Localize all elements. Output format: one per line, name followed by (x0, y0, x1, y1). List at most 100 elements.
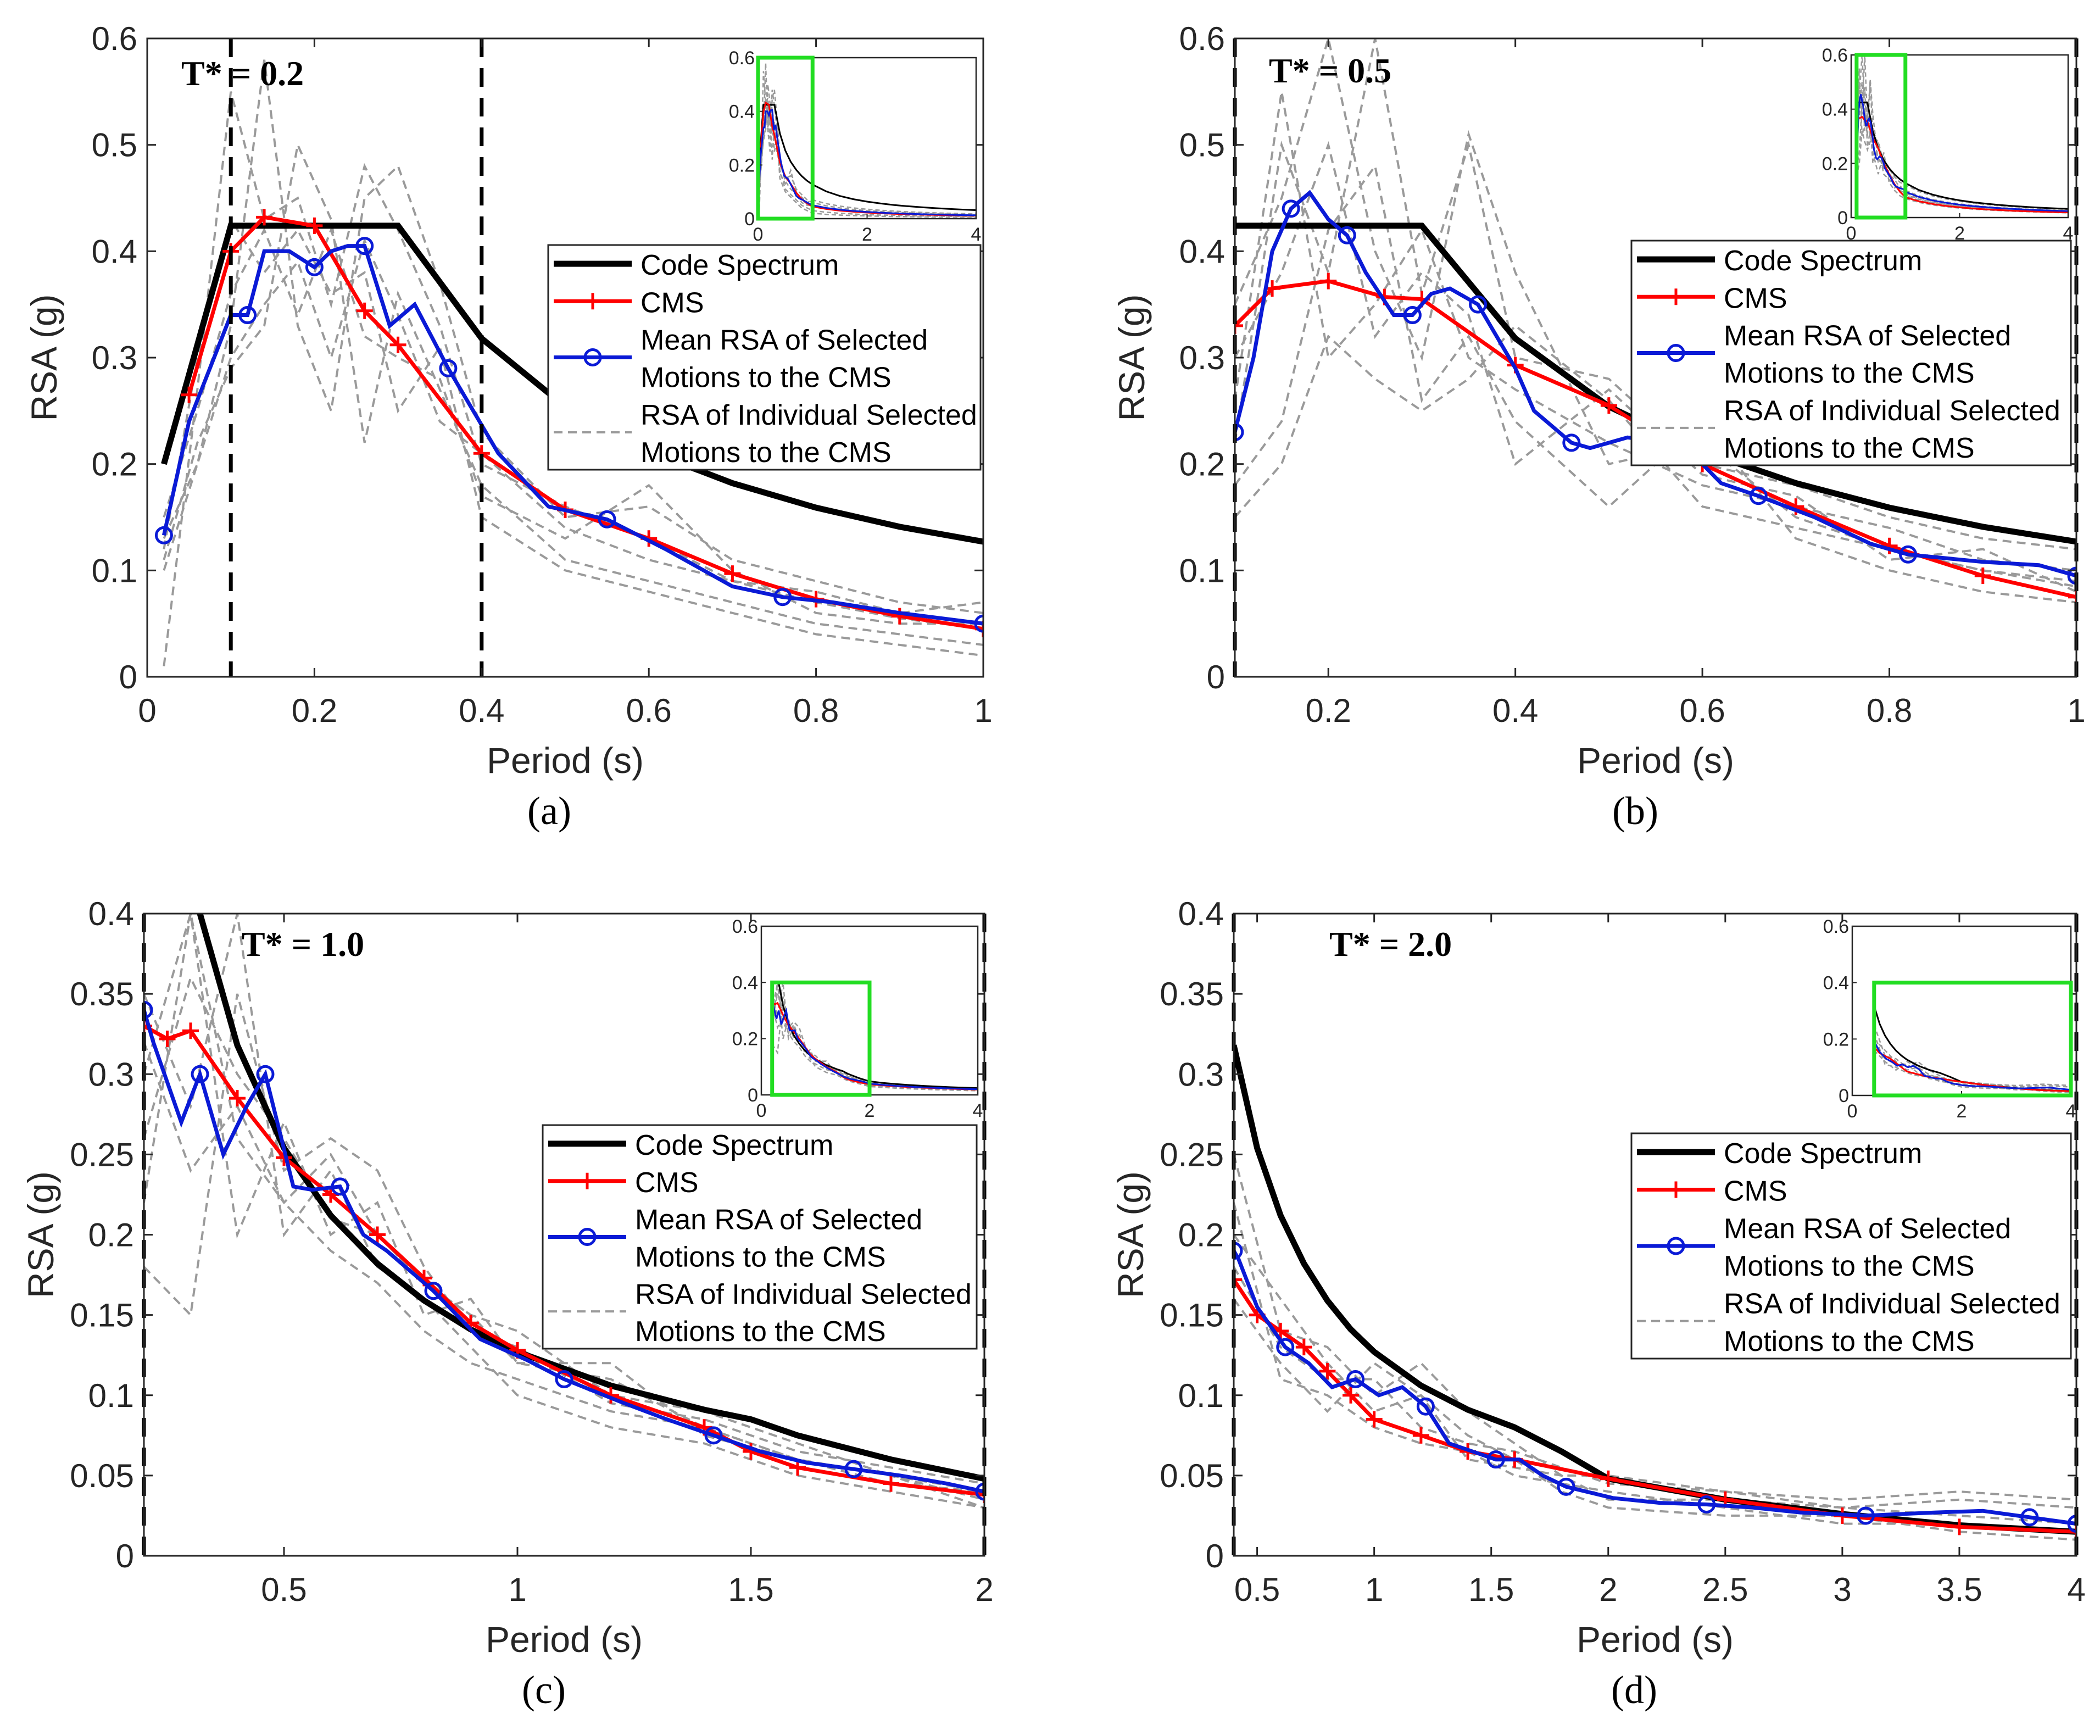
mean-rsa-marker (1486, 1450, 1505, 1469)
x-tick-label: 3 (1833, 1571, 1851, 1608)
legend-label: Motions to the CMS (1724, 1250, 1975, 1282)
inset-x-tick-label: 2 (1957, 1101, 1967, 1122)
inset-code-line (758, 104, 976, 211)
y-tick-label: 0.35 (1160, 976, 1224, 1012)
y-tick-label: 0 (119, 659, 137, 695)
y-tick-label: 0.4 (92, 233, 137, 270)
y-axis-label: RSA (g) (24, 294, 64, 421)
inset-x-tick-label: 0 (753, 224, 764, 245)
period-annotation: T* = 0.5 (1269, 51, 1391, 90)
legend-label: RSA of Individual Selected (1724, 1288, 2060, 1320)
legend-label: Motions to the CMS (640, 362, 892, 394)
y-tick-label: 0.3 (1178, 1056, 1224, 1093)
inset-plot: 0 2 4 0 0.2 0.4 0.6 (732, 916, 983, 1121)
mean-rsa-marker (1403, 306, 1422, 325)
legend-label: Motions to the CMS (1724, 432, 1975, 464)
y-tick-label: 0.3 (92, 340, 137, 376)
inset-x-tick-label: 0 (1846, 223, 1857, 244)
inset-plot-area (758, 63, 976, 218)
mean-rsa-marker (1469, 295, 1488, 314)
y-tick-label: 0.4 (88, 895, 134, 932)
inset-x-tick-label: 4 (2066, 1101, 2076, 1122)
inset-mean-line (771, 999, 978, 1090)
y-tick-label: 0.15 (70, 1297, 134, 1334)
inset-y-tick-label: 0.4 (729, 102, 755, 123)
cms-line (1235, 279, 2076, 599)
plot-area (1234, 1044, 2076, 1541)
x-tick-label: 1 (508, 1571, 526, 1608)
x-tick-label: 0.4 (1492, 692, 1538, 729)
y-tick-label: 0 (116, 1538, 134, 1574)
inset-y-tick-label: 0 (748, 1085, 758, 1106)
inset-y-tick-label: 0.6 (729, 48, 755, 69)
mean-rsa-marker (191, 1065, 209, 1083)
y-tick-label: 0 (1206, 1538, 1224, 1574)
inset-plot-area (771, 982, 978, 1092)
inset-zoom-box (1854, 53, 1908, 220)
inset-x-tick-label: 2 (865, 1100, 875, 1121)
mean-rsa-line (161, 244, 983, 626)
x-axis-label: Period (s) (1577, 1619, 1734, 1660)
legend-mean-marker (578, 1228, 597, 1246)
inset-code-line (778, 982, 978, 1089)
mean-rsa-marker (1282, 199, 1300, 218)
legend-label: CMS (1724, 282, 1787, 314)
mean-rsa-marker (238, 306, 257, 325)
mean-rsa-marker (424, 1282, 443, 1300)
x-tick-label: 0.8 (1867, 692, 1912, 729)
panel-caption: (c) (522, 1668, 566, 1712)
x-tick-label: 0.4 (459, 692, 504, 729)
inset-zoom-box (1872, 981, 2073, 1098)
mean-rsa-marker (2020, 1508, 2039, 1527)
legend-label: Motions to the CMS (1724, 358, 1975, 390)
x-tick-label: 4 (2067, 1571, 2085, 1608)
x-tick-label: 1 (1365, 1571, 1383, 1608)
y-tick-label: 0.35 (70, 976, 134, 1012)
inset-mean-line (758, 109, 976, 216)
y-tick-label: 0.2 (88, 1217, 134, 1254)
individual-motion-line-6 (1235, 141, 2076, 593)
x-tick-label: 1.5 (728, 1571, 773, 1608)
inset-individual-line-3 (758, 84, 976, 218)
inset-x-tick-label: 2 (1954, 223, 1965, 244)
y-tick-label: 0.4 (1178, 895, 1224, 932)
mean-rsa-marker (144, 1000, 153, 1019)
inset-y-tick-label: 0.2 (729, 155, 755, 176)
legend-label: CMS (640, 287, 704, 319)
x-tick-label: 0.8 (793, 692, 839, 729)
y-tick-label: 0.1 (1179, 552, 1225, 589)
individual-motion-line-1 (163, 91, 983, 666)
y-tick-label: 0.4 (1179, 233, 1225, 270)
x-tick-label: 0.6 (626, 692, 671, 729)
legend-mean-marker (1667, 344, 1685, 362)
mean-rsa-marker (154, 526, 173, 544)
inset-background (1852, 926, 2071, 1095)
mean-rsa-marker (331, 1177, 349, 1196)
panel-a: 0 0.2 0.4 0.6 0.8 1 0 0.1 0.2 0.3 0.4 0.5 0.6 Period … (24, 20, 993, 833)
mean-rsa-marker (1235, 423, 1244, 442)
x-tick-label: 0.2 (292, 692, 337, 729)
legend-label: Code Spectrum (635, 1129, 833, 1161)
individual-motion-line-4 (1234, 1298, 2076, 1541)
mean-rsa-marker (2067, 1515, 2076, 1533)
y-tick-label: 0 (1207, 659, 1225, 695)
inset-plot-area (1873, 1005, 2071, 1094)
y-tick-label: 0.3 (88, 1056, 134, 1093)
period-annotation: T* = 2.0 (1329, 925, 1452, 964)
mean-rsa-marker (1276, 1338, 1295, 1356)
legend: Code Spectrum CMS Mean RSA of Selected Moti… (547, 244, 982, 471)
x-tick-label: 0 (138, 692, 156, 729)
y-tick-label: 0.2 (92, 446, 137, 483)
y-tick-label: 0.05 (70, 1457, 134, 1494)
inset-mean-line (1856, 94, 2068, 212)
y-axis-label: RSA (g) (1110, 1171, 1151, 1298)
mean-rsa-marker (1346, 1370, 1365, 1389)
inset-individual-line-2 (1873, 1033, 2071, 1092)
legend-label: Mean RSA of Selected (1724, 1213, 2011, 1245)
y-tick-label: 0.6 (92, 20, 137, 57)
legend-label: RSA of Individual Selected (635, 1278, 972, 1310)
inset-individual-line-3 (771, 996, 978, 1089)
panel-caption: (a) (527, 789, 571, 833)
inset-y-tick-label: 0.4 (1823, 973, 1849, 994)
inset-y-tick-label: 0.4 (1822, 99, 1848, 120)
